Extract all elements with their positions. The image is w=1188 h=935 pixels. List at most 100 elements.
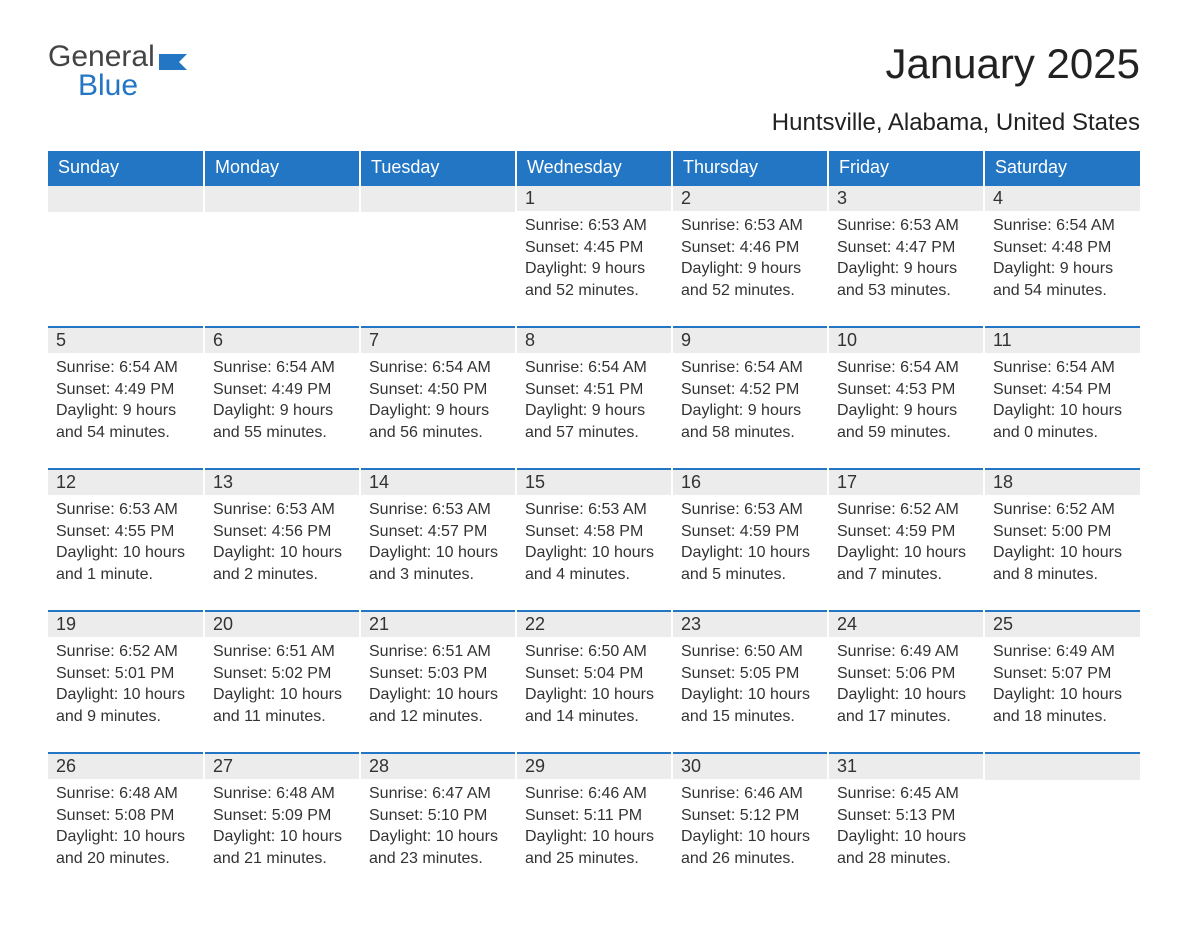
sunrise-text: Sunrise: 6:52 AM	[993, 499, 1132, 521]
daylight-text-1: Daylight: 10 hours	[56, 542, 195, 564]
daylight-text-2: and 20 minutes.	[56, 848, 195, 870]
calendar-cell: 18Sunrise: 6:52 AMSunset: 5:00 PMDayligh…	[984, 469, 1140, 611]
daylight-text-1: Daylight: 10 hours	[213, 684, 351, 706]
daylight-text-1: Daylight: 10 hours	[681, 826, 819, 848]
daylight-text-1: Daylight: 9 hours	[525, 400, 663, 422]
sunset-text: Sunset: 4:50 PM	[369, 379, 507, 401]
day-number: 22	[517, 612, 671, 637]
day-details: Sunrise: 6:52 AMSunset: 5:00 PMDaylight:…	[985, 495, 1140, 589]
brand-text-1: General	[48, 40, 155, 73]
daylight-text-1: Daylight: 10 hours	[525, 826, 663, 848]
calendar-week-row: 5Sunrise: 6:54 AMSunset: 4:49 PMDaylight…	[48, 327, 1140, 469]
day-details: Sunrise: 6:54 AMSunset: 4:50 PMDaylight:…	[361, 353, 515, 447]
day-details: Sunrise: 6:53 AMSunset: 4:46 PMDaylight:…	[673, 211, 827, 305]
daylight-text-2: and 5 minutes.	[681, 564, 819, 586]
daylight-text-2: and 26 minutes.	[681, 848, 819, 870]
day-details: Sunrise: 6:48 AMSunset: 5:08 PMDaylight:…	[48, 779, 203, 873]
daylight-text-1: Daylight: 9 hours	[681, 258, 819, 280]
sunset-text: Sunset: 4:52 PM	[681, 379, 819, 401]
daylight-text-1: Daylight: 10 hours	[369, 826, 507, 848]
day-details: Sunrise: 6:53 AMSunset: 4:47 PMDaylight:…	[829, 211, 983, 305]
daylight-text-2: and 4 minutes.	[525, 564, 663, 586]
sunset-text: Sunset: 4:54 PM	[993, 379, 1132, 401]
sunrise-text: Sunrise: 6:54 AM	[993, 215, 1132, 237]
calendar-cell: 14Sunrise: 6:53 AMSunset: 4:57 PMDayligh…	[360, 469, 516, 611]
day-details: Sunrise: 6:50 AMSunset: 5:04 PMDaylight:…	[517, 637, 671, 731]
daylight-text-2: and 59 minutes.	[837, 422, 975, 444]
sunset-text: Sunset: 5:10 PM	[369, 805, 507, 827]
daylight-text-2: and 8 minutes.	[993, 564, 1132, 586]
sunrise-text: Sunrise: 6:54 AM	[837, 357, 975, 379]
calendar-cell: 29Sunrise: 6:46 AMSunset: 5:11 PMDayligh…	[516, 753, 672, 895]
daylight-text-1: Daylight: 9 hours	[56, 400, 195, 422]
title-block: January 2025	[885, 40, 1140, 88]
day-number	[985, 754, 1140, 780]
daylight-text-1: Daylight: 9 hours	[837, 258, 975, 280]
page-header: General Blue January 2025	[48, 40, 1140, 103]
sunrise-text: Sunrise: 6:53 AM	[837, 215, 975, 237]
day-number: 6	[205, 328, 359, 353]
daylight-text-1: Daylight: 10 hours	[837, 684, 975, 706]
daylight-text-1: Daylight: 9 hours	[681, 400, 819, 422]
calendar-cell: 22Sunrise: 6:50 AMSunset: 5:04 PMDayligh…	[516, 611, 672, 753]
day-number: 16	[673, 470, 827, 495]
sunset-text: Sunset: 4:57 PM	[369, 521, 507, 543]
calendar-cell: 5Sunrise: 6:54 AMSunset: 4:49 PMDaylight…	[48, 327, 204, 469]
day-details: Sunrise: 6:54 AMSunset: 4:49 PMDaylight:…	[48, 353, 203, 447]
day-number	[48, 186, 203, 212]
day-details: Sunrise: 6:51 AMSunset: 5:02 PMDaylight:…	[205, 637, 359, 731]
daylight-text-2: and 23 minutes.	[369, 848, 507, 870]
day-number: 21	[361, 612, 515, 637]
calendar-cell: 2Sunrise: 6:53 AMSunset: 4:46 PMDaylight…	[672, 185, 828, 327]
day-details: Sunrise: 6:54 AMSunset: 4:53 PMDaylight:…	[829, 353, 983, 447]
calendar-cell: 9Sunrise: 6:54 AMSunset: 4:52 PMDaylight…	[672, 327, 828, 469]
calendar-cell: 26Sunrise: 6:48 AMSunset: 5:08 PMDayligh…	[48, 753, 204, 895]
day-number: 3	[829, 186, 983, 211]
calendar-cell: 17Sunrise: 6:52 AMSunset: 4:59 PMDayligh…	[828, 469, 984, 611]
daylight-text-2: and 1 minute.	[56, 564, 195, 586]
day-number: 13	[205, 470, 359, 495]
daylight-text-1: Daylight: 9 hours	[369, 400, 507, 422]
calendar-cell: 20Sunrise: 6:51 AMSunset: 5:02 PMDayligh…	[204, 611, 360, 753]
sunset-text: Sunset: 4:53 PM	[837, 379, 975, 401]
day-number: 28	[361, 754, 515, 779]
day-number: 2	[673, 186, 827, 211]
sunrise-text: Sunrise: 6:47 AM	[369, 783, 507, 805]
brand-logo: General Blue	[48, 40, 197, 103]
sunset-text: Sunset: 5:11 PM	[525, 805, 663, 827]
daylight-text-1: Daylight: 10 hours	[525, 684, 663, 706]
daylight-text-1: Daylight: 10 hours	[993, 400, 1132, 422]
daylight-text-2: and 54 minutes.	[56, 422, 195, 444]
day-number: 19	[48, 612, 203, 637]
calendar-cell: 23Sunrise: 6:50 AMSunset: 5:05 PMDayligh…	[672, 611, 828, 753]
daylight-text-2: and 56 minutes.	[369, 422, 507, 444]
day-details: Sunrise: 6:54 AMSunset: 4:51 PMDaylight:…	[517, 353, 671, 447]
day-number: 5	[48, 328, 203, 353]
day-details: Sunrise: 6:53 AMSunset: 4:59 PMDaylight:…	[673, 495, 827, 589]
daylight-text-2: and 21 minutes.	[213, 848, 351, 870]
daylight-text-1: Daylight: 9 hours	[525, 258, 663, 280]
calendar-week-row: 26Sunrise: 6:48 AMSunset: 5:08 PMDayligh…	[48, 753, 1140, 895]
day-details: Sunrise: 6:45 AMSunset: 5:13 PMDaylight:…	[829, 779, 983, 873]
daylight-text-1: Daylight: 10 hours	[993, 684, 1132, 706]
sunrise-text: Sunrise: 6:54 AM	[525, 357, 663, 379]
day-number: 7	[361, 328, 515, 353]
calendar-cell: 13Sunrise: 6:53 AMSunset: 4:56 PMDayligh…	[204, 469, 360, 611]
weekday-header: Saturday	[984, 151, 1140, 185]
calendar-cell: 4Sunrise: 6:54 AMSunset: 4:48 PMDaylight…	[984, 185, 1140, 327]
daylight-text-2: and 57 minutes.	[525, 422, 663, 444]
calendar-cell: 31Sunrise: 6:45 AMSunset: 5:13 PMDayligh…	[828, 753, 984, 895]
calendar-cell: 3Sunrise: 6:53 AMSunset: 4:47 PMDaylight…	[828, 185, 984, 327]
calendar-cell: 16Sunrise: 6:53 AMSunset: 4:59 PMDayligh…	[672, 469, 828, 611]
sunset-text: Sunset: 5:09 PM	[213, 805, 351, 827]
weekday-header: Thursday	[672, 151, 828, 185]
sunset-text: Sunset: 4:59 PM	[681, 521, 819, 543]
sunrise-text: Sunrise: 6:54 AM	[993, 357, 1132, 379]
daylight-text-2: and 52 minutes.	[681, 280, 819, 302]
daylight-text-1: Daylight: 10 hours	[56, 826, 195, 848]
day-details: Sunrise: 6:54 AMSunset: 4:49 PMDaylight:…	[205, 353, 359, 447]
daylight-text-2: and 0 minutes.	[993, 422, 1132, 444]
calendar-cell: 30Sunrise: 6:46 AMSunset: 5:12 PMDayligh…	[672, 753, 828, 895]
daylight-text-2: and 18 minutes.	[993, 706, 1132, 728]
calendar-cell: 25Sunrise: 6:49 AMSunset: 5:07 PMDayligh…	[984, 611, 1140, 753]
